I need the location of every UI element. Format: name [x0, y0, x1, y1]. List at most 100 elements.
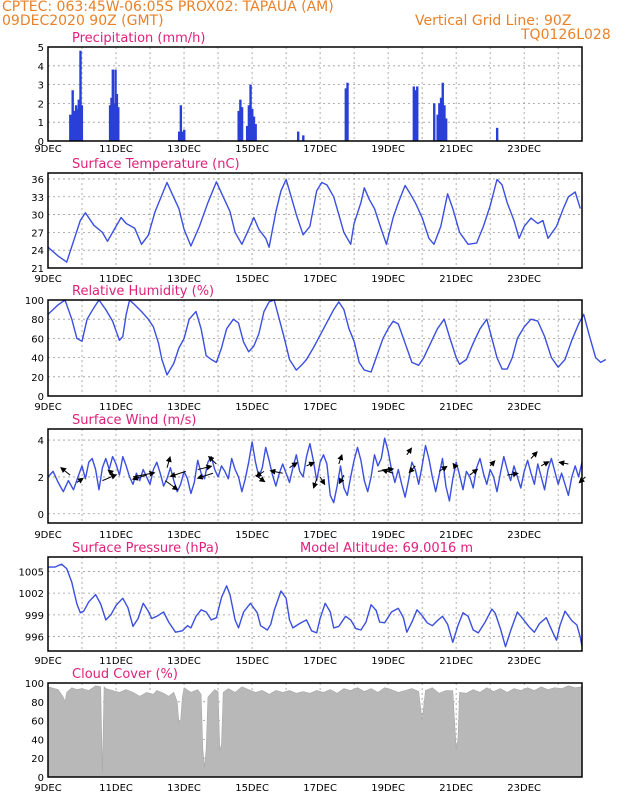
y-tick-label: 5	[38, 43, 44, 54]
panel-frame	[47, 682, 583, 778]
wind-vector	[165, 455, 172, 468]
x-tick-label: 21DEC	[439, 144, 473, 155]
precip-bar	[80, 105, 84, 141]
y-tick-label: 24	[31, 246, 44, 257]
y-tick-label: 996	[25, 633, 44, 644]
x-tick-label: 15DEC	[235, 274, 269, 285]
wind-vector	[269, 468, 283, 475]
x-tick-label: 17DEC	[303, 783, 337, 794]
x-tick-label: 11DEC	[99, 274, 133, 285]
series-line	[47, 437, 583, 504]
precip-bar	[433, 103, 436, 141]
precip-bar	[114, 69, 117, 141]
y-tick-label: 1	[38, 118, 44, 129]
y-tick-label: 60	[31, 334, 44, 345]
wind-vector	[165, 480, 179, 491]
wind-vector	[381, 468, 394, 475]
x-tick-label: 9DEC	[34, 274, 61, 285]
precip-bar	[115, 94, 119, 141]
precip-bar	[177, 131, 181, 141]
precip-bar	[73, 110, 76, 141]
x-tick-label: 13DEC	[167, 144, 201, 155]
wind-vector	[507, 471, 519, 478]
y-tick-label: 0	[38, 510, 44, 521]
precip-bar	[252, 116, 256, 141]
y-tick-label: 27	[31, 228, 44, 239]
series-line	[47, 178, 581, 263]
panel-frame	[47, 46, 583, 142]
x-tick-label: 9DEC	[34, 402, 61, 413]
precip-bar	[344, 88, 348, 141]
x-tick-label: 21DEC	[439, 402, 473, 413]
y-tick-label: 0	[38, 392, 44, 403]
precip-bar	[112, 103, 116, 141]
y-tick-label: 60	[31, 717, 44, 728]
precip-bar	[179, 105, 183, 141]
x-tick-label: 19DEC	[371, 402, 405, 413]
panel-title: Surface Wind (m/s)	[72, 413, 196, 428]
y-tick-label: 0	[38, 773, 44, 784]
y-tick-label: 3	[38, 81, 44, 92]
x-tick-label: 9DEC	[34, 783, 61, 794]
precip-bar	[254, 124, 257, 141]
x-tick-label: 15DEC	[235, 783, 269, 794]
x-tick-label: 11DEC	[99, 530, 133, 541]
series-line	[48, 563, 583, 648]
panel-frame	[47, 299, 583, 397]
y-tick-label: 2	[38, 99, 44, 110]
precip-bar	[443, 105, 446, 141]
x-tick-label: 11DEC	[99, 656, 133, 667]
y-tick-label: 4	[38, 436, 44, 447]
x-tick-label: 21DEC	[439, 783, 473, 794]
x-tick-label: 9DEC	[34, 144, 61, 155]
precip-bar	[296, 131, 300, 141]
wind-vector	[102, 473, 118, 482]
wind-vector	[438, 465, 448, 472]
wind-vector	[408, 465, 416, 474]
header-grid-note: Vertical Grid Line: 90Z	[415, 13, 572, 29]
x-tick-label: 17DEC	[303, 402, 337, 413]
wind-vector	[338, 474, 345, 485]
wind-vector	[312, 478, 319, 489]
y-tick-label: 100	[25, 296, 44, 307]
y-tick-label: 999	[25, 611, 44, 622]
panel-annotation: Model Altitude: 69.0016 m	[300, 541, 473, 556]
y-tick-label: 33	[31, 193, 44, 204]
wind-vector	[406, 447, 412, 456]
wind-vector	[107, 469, 115, 476]
x-tick-label: 17DEC	[303, 144, 337, 155]
panel-frame	[47, 556, 583, 652]
wind-vector	[469, 468, 479, 476]
wind-vector	[60, 466, 71, 476]
wind-vector	[207, 455, 217, 465]
precip-bar	[183, 129, 186, 141]
precip-bar	[444, 118, 448, 141]
panel-frame	[47, 428, 583, 524]
x-tick-label: 11DEC	[99, 144, 133, 155]
precip-bar	[414, 90, 417, 141]
x-tick-label: 15DEC	[235, 530, 269, 541]
precip-bar	[412, 86, 416, 141]
x-tick-label: 23DEC	[507, 783, 541, 794]
x-tick-label: 13DEC	[167, 530, 201, 541]
y-tick-label: 80	[31, 315, 44, 326]
precip-bar	[247, 105, 251, 141]
x-tick-label: 19DEC	[371, 530, 405, 541]
precip-bar	[495, 127, 499, 141]
x-tick-label: 17DEC	[303, 656, 337, 667]
wind-vector	[131, 474, 147, 481]
x-tick-label: 11DEC	[99, 402, 133, 413]
y-tick-label: 40	[31, 735, 44, 746]
x-tick-label: 9DEC	[34, 656, 61, 667]
x-tick-label: 21DEC	[439, 656, 473, 667]
precip-bar	[436, 114, 439, 141]
precip-bar	[416, 86, 419, 141]
x-tick-label: 9DEC	[34, 530, 61, 541]
wind-vector	[197, 464, 213, 471]
precip-bar	[439, 97, 443, 141]
x-tick-label: 23DEC	[507, 144, 541, 155]
x-tick-label: 23DEC	[507, 402, 541, 413]
x-tick-label: 13DEC	[167, 274, 201, 285]
panel-frame	[47, 172, 583, 269]
